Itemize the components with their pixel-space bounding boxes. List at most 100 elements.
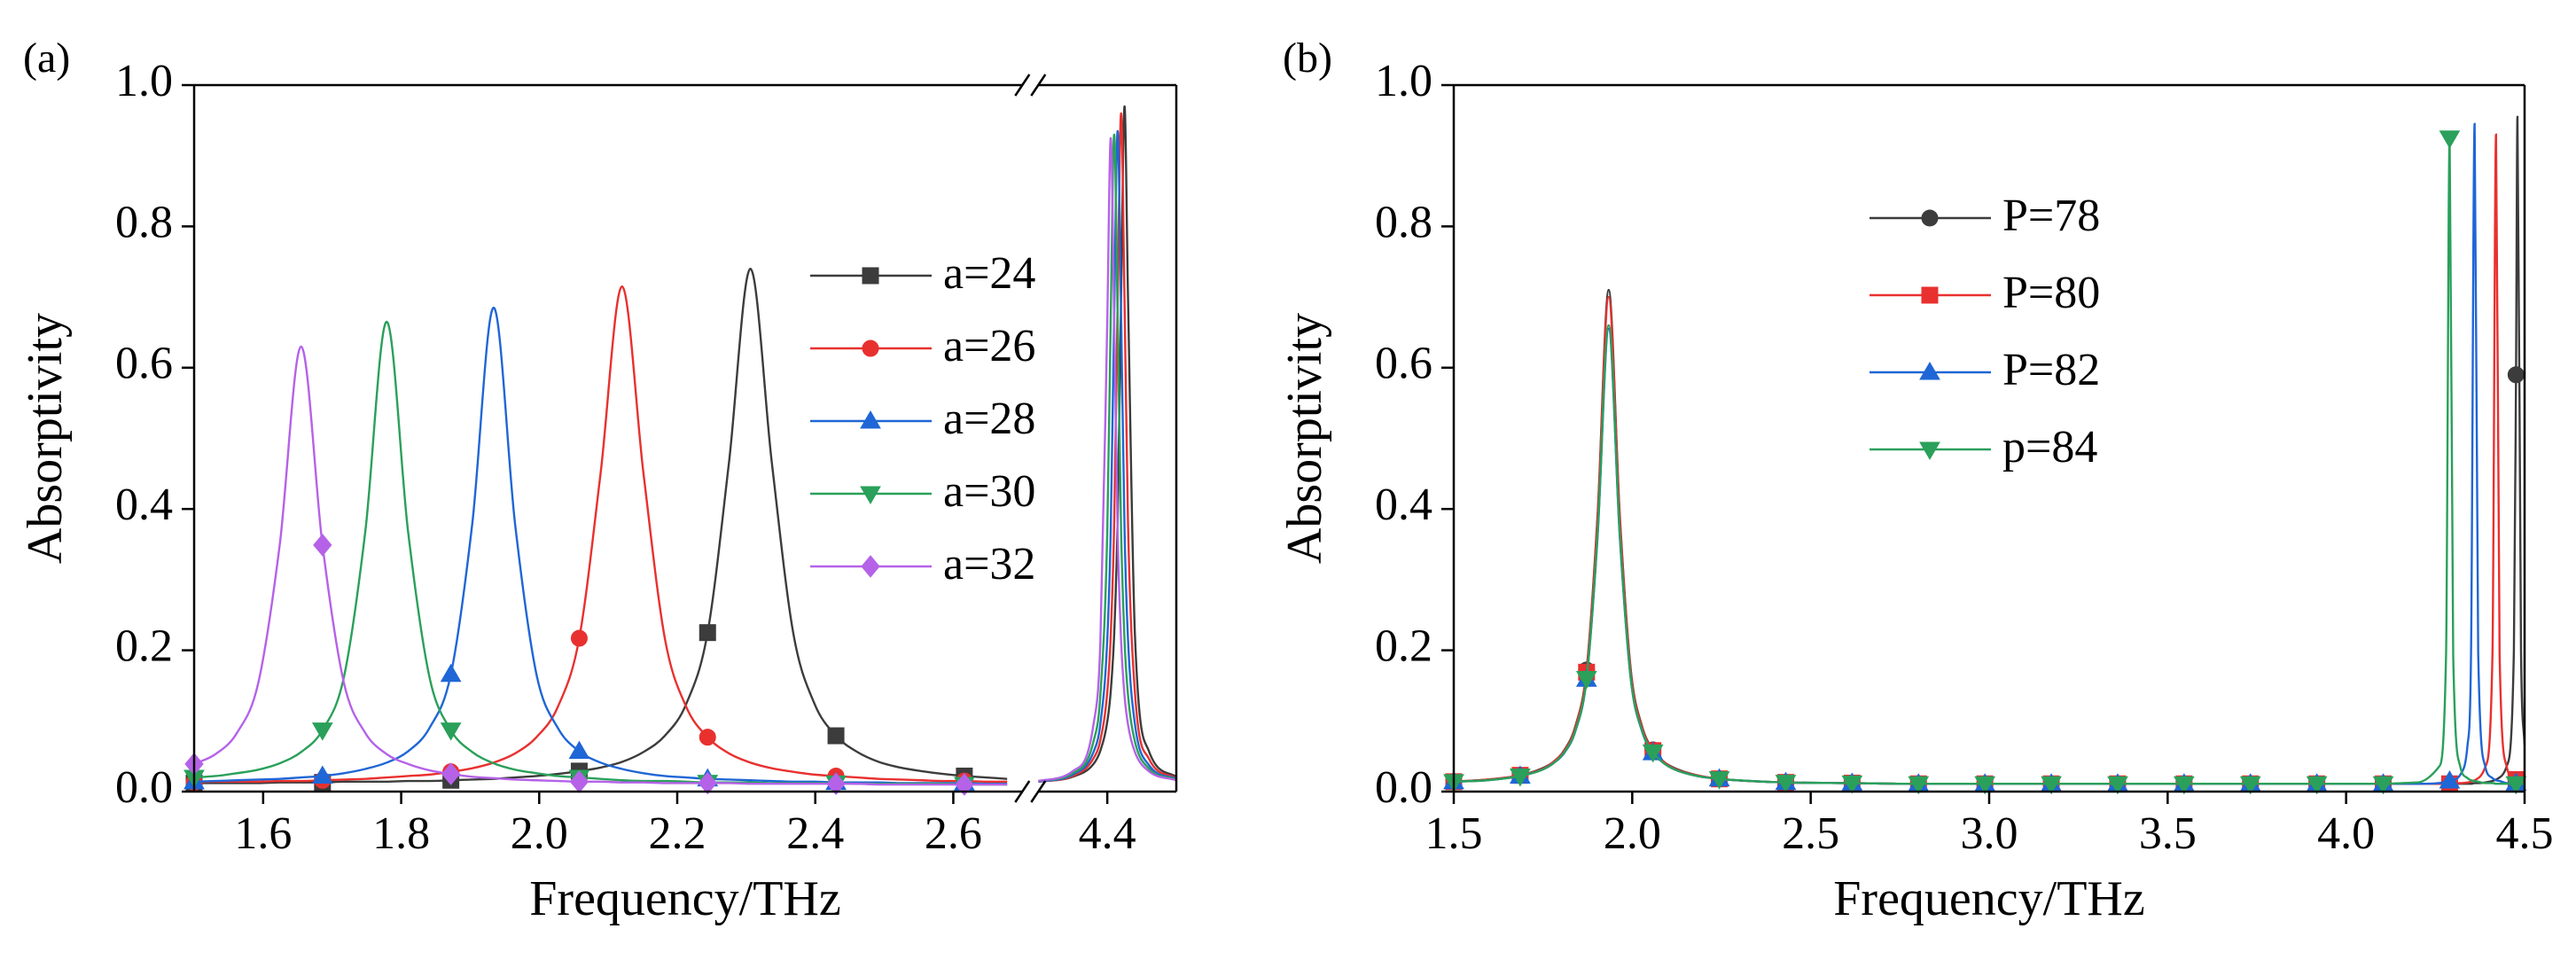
data-marker [313,534,332,557]
y-tick-label: 0.6 [115,339,173,389]
y-tick-label: 0.8 [1375,197,1432,247]
data-marker [2505,776,2527,795]
y-tick-label: 0.2 [115,621,173,672]
legend-marker [1921,286,1939,304]
x-tick-label: 2.2 [649,808,706,859]
data-marker [699,624,716,642]
legend-marker [862,267,879,285]
data-marker [2041,776,2062,795]
series-line [1038,133,1177,783]
x-tick-label: 4.5 [2496,808,2554,859]
axis-break-mark [1030,780,1047,803]
series-line [1038,112,1177,784]
data-marker [2372,776,2394,795]
series-line [1454,133,2525,785]
legend-marker [860,410,881,429]
x-tick-label: 2.0 [1604,808,1661,859]
data-marker [1575,670,1597,690]
data-marker [1510,768,1531,787]
x-tick-label: 3.5 [2139,808,2197,859]
panel-label: (b) [1283,35,1332,82]
data-marker [570,629,588,647]
series-line [194,268,1008,784]
y-tick-label: 0.0 [1375,762,1432,813]
chart-panel: 0.0 0.2 0.4 0.6 0.8 1.0 1.6 1.8 2.0 2.2 2.4 2.6 4.4 F… [18,35,1178,926]
chart-panel: 0.0 0.2 0.4 0.6 0.8 1.0 1.5 2.0 2.5 3.0 3.5 4.0 4.5 F… [1277,35,2554,926]
y-tick-label: 0.4 [115,480,173,530]
data-marker [1908,776,1930,795]
axis-break-mark [1014,74,1031,97]
y-tick-label: 1.0 [1375,56,1432,106]
x-tick-label: 4.0 [2317,808,2375,859]
series-line [194,285,1008,784]
legend-marker [860,486,881,504]
legend-label: a=26 [943,321,1035,371]
y-tick-label: 0.4 [1375,480,1432,530]
legend-label: P=80 [2002,268,2100,318]
legend-label: P=82 [2002,345,2100,395]
x-tick-label: 2.6 [925,808,982,859]
data-marker [311,722,333,741]
legend-marker [1919,362,1940,380]
series-line [1454,122,2525,785]
legend-label: a=28 [943,394,1035,444]
data-marker [2107,776,2128,795]
y-tick-label: 0.2 [1375,621,1432,672]
legend-label: a=30 [943,466,1035,517]
data-marker [698,771,717,795]
y-tick-label: 0.0 [115,762,173,813]
series-line [1038,105,1177,784]
data-marker [1841,775,1863,794]
series-line [1038,137,1177,783]
data-marker [2173,776,2195,795]
legend-label: a=32 [943,539,1035,589]
data-marker [1974,776,1996,795]
data-marker [699,729,716,746]
data-marker [441,762,461,785]
legend: P=78 P=80 P=82 p=84 [1870,191,2100,472]
data-marker [2239,776,2261,795]
x-tick-label: 1.6 [234,808,292,859]
x-axis-title: Frequency/THz [1833,871,2144,926]
data-marker [1708,771,1730,790]
series-line [194,306,1008,785]
legend-marker [1921,209,1939,227]
legend: a=24 a=26 a=28 a=30 a=32 [810,248,1035,589]
data-marker [2306,776,2328,795]
legend-marker [1919,441,1940,460]
y-tick-label: 1.0 [115,56,173,106]
series-line [1038,129,1177,784]
x-tick-label: 1.8 [372,808,430,859]
y-axis-title: Absorptivity [18,313,73,564]
x-tick-label: 1.5 [1425,808,1483,859]
data-marker [1775,775,1797,793]
data-marker [955,773,974,796]
y-tick-label: 0.6 [1375,339,1432,389]
legend-marker [861,555,880,578]
legend-label: a=24 [943,248,1035,299]
series-line [1454,137,2525,785]
x-tick-label: 2.0 [511,808,568,859]
data-marker [2439,130,2461,149]
x-tick-label: 2.4 [786,808,844,859]
x-axis-title: Frequency/THz [529,871,840,926]
data-marker [2507,366,2525,384]
x-tick-label: 2.5 [1782,808,1839,859]
x-tick-label: 3.0 [1961,808,2018,859]
data-marker [440,722,462,741]
y-tick-label: 0.8 [115,197,173,247]
data-marker [826,772,846,796]
x-tick-label: 4.4 [1079,808,1136,859]
panel-label: (a) [23,35,70,82]
axis-break-mark [1030,74,1047,97]
series-line [194,320,1008,786]
data-marker [2439,770,2461,789]
legend-label: P=78 [2002,191,2100,241]
legend-label: p=84 [2002,422,2097,472]
data-marker [568,740,590,760]
y-axis-title: Absorptivity [1277,313,1332,564]
data-marker [827,727,845,745]
legend-marker [862,340,879,357]
data-marker [1642,744,1664,763]
